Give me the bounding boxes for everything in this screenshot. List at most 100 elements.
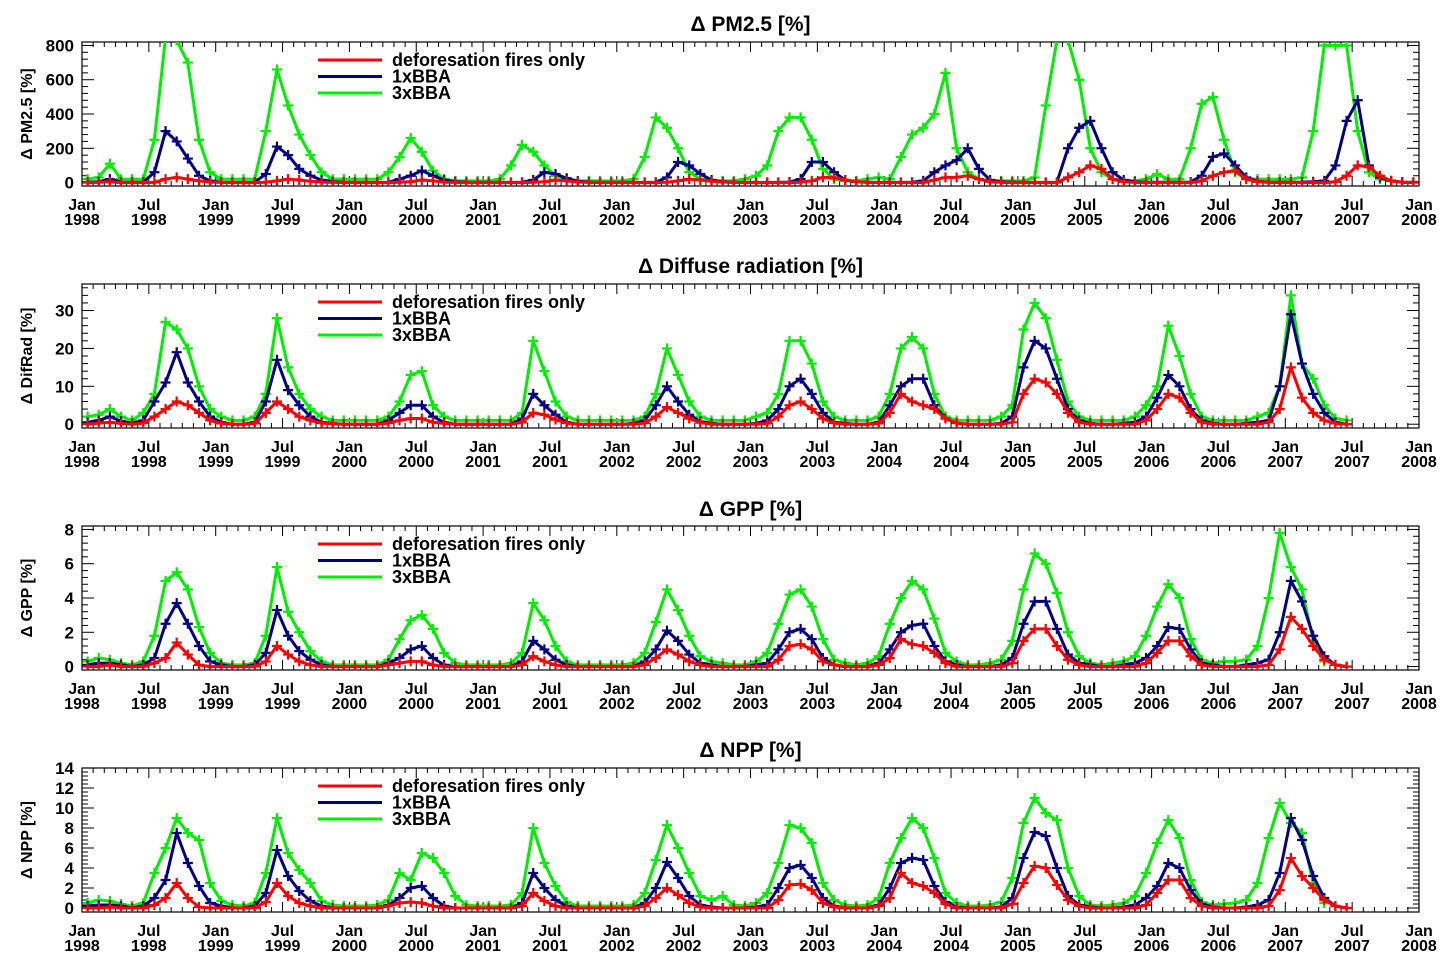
data-point-marker: [104, 902, 115, 912]
x-tick-label-year: 2002: [666, 938, 702, 955]
data-point-marker: [1063, 895, 1074, 905]
x-tick-label-month: Jan: [336, 923, 364, 940]
data-point-marker: [1051, 863, 1062, 873]
data-point-marker: [294, 129, 305, 140]
data-point-marker: [1297, 871, 1308, 881]
x-tick-label-year: 2007: [1268, 212, 1304, 229]
data-point-marker: [1174, 863, 1185, 873]
data-point-marker: [283, 630, 294, 641]
data-point-marker: [996, 903, 1007, 912]
x-tick-label-year: 2000: [332, 212, 368, 229]
data-point-marker: [405, 644, 416, 655]
data-point-marker: [427, 901, 438, 911]
data-point-marker: [1040, 100, 1051, 111]
data-point-marker: [1141, 177, 1152, 186]
data-point-marker: [1007, 658, 1018, 669]
data-point-marker: [884, 407, 895, 418]
data-point-marker: [349, 661, 360, 670]
data-point-marker: [260, 868, 271, 878]
data-point-marker: [1040, 831, 1051, 841]
x-tick-label-month: Jul: [271, 681, 294, 698]
data-point-marker: [606, 661, 617, 670]
data-point-marker: [1163, 815, 1174, 825]
data-point-marker: [873, 177, 884, 186]
data-point-marker: [996, 177, 1007, 186]
data-point-marker: [1230, 661, 1241, 670]
data-point-marker: [1007, 177, 1018, 186]
data-point-marker: [962, 661, 973, 670]
data-point-marker: [182, 174, 193, 185]
data-point-marker: [550, 659, 561, 670]
y-tick-label: 8: [65, 520, 74, 539]
data-point-marker: [472, 661, 483, 670]
y-tick-label: 0: [65, 174, 74, 193]
x-tick-label-month: Jan: [603, 197, 631, 214]
data-point-marker: [160, 618, 171, 629]
data-point-marker: [450, 891, 461, 901]
data-point-marker: [1018, 635, 1029, 646]
data-point-marker: [539, 615, 550, 626]
data-point-marker: [973, 174, 984, 185]
data-point-marker: [1174, 593, 1185, 603]
data-point-marker: [104, 176, 115, 186]
data-point-marker: [1129, 903, 1140, 912]
y-tick-label: 2: [65, 623, 74, 642]
data-point-marker: [1051, 388, 1062, 399]
data-point-marker: [1397, 177, 1408, 186]
data-point-marker: [550, 901, 561, 911]
x-tick-label-year: 2005: [1067, 454, 1103, 471]
x-tick-label-year: 2003: [733, 938, 769, 955]
data-point-marker: [205, 647, 216, 658]
data-point-marker: [193, 641, 204, 651]
data-point-marker: [762, 661, 773, 670]
data-point-marker: [1308, 177, 1319, 186]
data-point-marker: [1018, 362, 1029, 373]
data-point-marker: [394, 151, 405, 162]
data-point-marker: [1107, 174, 1118, 185]
data-point-marker: [1207, 661, 1218, 670]
data-point-marker: [383, 901, 394, 911]
data-point-marker: [1375, 170, 1385, 181]
data-point-marker: [316, 177, 327, 186]
x-tick-label-month: Jan: [1405, 439, 1433, 456]
y-axis-label: Δ GPP [%]: [19, 559, 36, 638]
y-tick-label: 14: [55, 759, 74, 778]
data-point-marker: [661, 343, 672, 354]
data-point-marker: [795, 335, 806, 346]
data-point-marker: [149, 868, 160, 878]
data-point-marker: [505, 177, 516, 186]
data-point-marker: [260, 407, 271, 418]
data-point-marker: [1074, 891, 1085, 901]
data-point-marker: [1319, 895, 1330, 905]
x-tick-label-month: Jan: [202, 923, 230, 940]
data-point-marker: [349, 903, 360, 912]
data-point-marker: [617, 903, 628, 912]
data-point-marker: [951, 143, 962, 154]
data-point-marker: [260, 888, 271, 898]
data-point-marker: [405, 615, 416, 626]
data-point-marker: [416, 881, 427, 891]
data-point-marker: [160, 575, 171, 586]
data-point-marker: [182, 893, 193, 903]
data-point-marker: [427, 400, 438, 411]
data-point-marker: [806, 885, 817, 895]
x-tick-label-month: Jan: [1272, 439, 1300, 456]
data-point-marker: [817, 878, 828, 888]
y-axis-label: Δ NPP [%]: [19, 801, 36, 879]
data-point-marker: [171, 347, 182, 358]
data-point-marker: [1018, 853, 1029, 863]
y-tick-label: 4: [65, 859, 75, 878]
data-point-marker: [951, 418, 962, 428]
data-point-marker: [739, 419, 750, 428]
data-point-marker: [505, 160, 516, 171]
data-point-marker: [1174, 351, 1185, 361]
data-point-marker: [840, 903, 851, 912]
data-point-marker: [182, 377, 193, 388]
data-point-marker: [918, 881, 929, 891]
data-point-marker: [572, 661, 583, 670]
x-tick-label-year: 2007: [1268, 938, 1304, 955]
x-tick-label-month: Jan: [603, 923, 631, 940]
data-point-marker: [182, 649, 193, 660]
series-deforesation-fires-only: [82, 362, 1352, 428]
data-point-marker: [973, 661, 984, 670]
